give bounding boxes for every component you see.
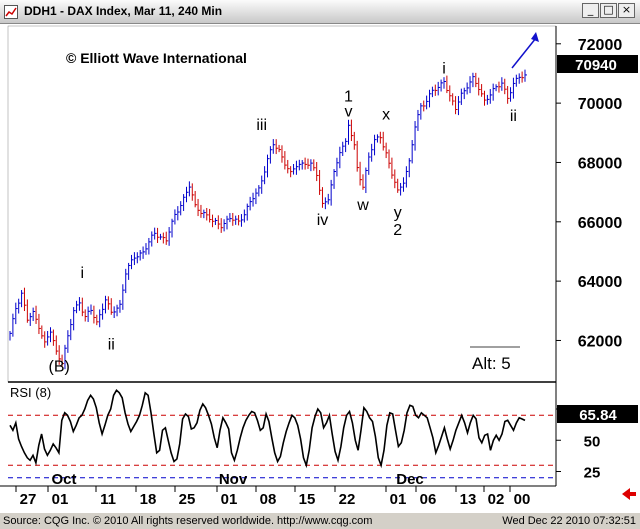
time-tick-label: 06 <box>420 491 437 508</box>
wave-label: 1 <box>344 89 353 106</box>
time-tick-label: 27 <box>20 491 37 508</box>
close-button[interactable]: × <box>618 3 635 18</box>
chart-area: 62000 64000 66000 68000 70000 72000 (B) i ii iii… <box>0 24 640 512</box>
price-axis: 62000 64000 66000 68000 70000 72000 <box>556 37 623 350</box>
price-tick-label: 68000 <box>578 155 623 172</box>
alt-label: Alt: 5 <box>472 354 511 373</box>
time-tick-label: 02 <box>488 491 505 508</box>
last-rsi-box <box>557 405 638 423</box>
price-tick-label: 70000 <box>578 96 623 113</box>
rsi-line <box>9 389 526 469</box>
projection-arrow <box>511 37 537 69</box>
price-series <box>9 69 527 370</box>
time-tick-label: 25 <box>179 491 196 508</box>
month-label: Nov <box>219 471 248 488</box>
price-tick-label: 64000 <box>578 274 623 291</box>
price-tick-label: 62000 <box>578 333 623 350</box>
status-timestamp: Wed Dec 22 2010 07:32:51 <box>502 515 636 527</box>
time-tick-label: 01 <box>390 491 407 508</box>
time-tick-label: 15 <box>299 491 316 508</box>
last-rsi-label: 65.84 <box>579 407 617 424</box>
wave-label: (B) <box>49 359 70 376</box>
wave-label: i <box>81 265 85 282</box>
wave-label: x <box>382 106 390 123</box>
status-bar: Source: CQG Inc. © 2010 All rights reser… <box>0 512 640 529</box>
maximize-button[interactable]: □ <box>600 3 617 18</box>
time-tick-label: 01 <box>221 491 238 508</box>
time-tick-label: 18 <box>140 491 157 508</box>
arrow-head-icon <box>531 32 539 42</box>
chart-icon <box>4 5 18 19</box>
time-tick-label: 01 <box>52 491 69 508</box>
month-label: Oct <box>51 471 76 488</box>
window-titlebar: DDH1 - DAX Index, Mar 11, 240 Min _ □ × <box>0 0 640 24</box>
minimize-button[interactable]: _ <box>582 3 599 18</box>
last-price-label: 70940 <box>575 57 617 74</box>
rsi-label: RSI (8) <box>10 385 51 400</box>
wave-label: y <box>394 204 402 221</box>
price-tick-label: 66000 <box>578 215 623 232</box>
wave-label: iii <box>256 117 267 134</box>
watermark: © Elliott Wave International <box>66 50 247 66</box>
status-source: Source: CQG Inc. © 2010 All rights reser… <box>3 515 373 527</box>
wave-label: w <box>356 197 369 214</box>
scroll-left-arrow-icon[interactable] <box>622 488 636 500</box>
last-price-box <box>557 55 638 73</box>
rsi-tick-label: 25 <box>584 465 601 482</box>
rsi-levels <box>8 414 556 479</box>
time-axis: 27 01 11 18 25 01 08 15 22 01 06 13 02 00 Oct Nov Dec <box>0 471 556 508</box>
wave-label: ii <box>510 108 517 125</box>
rsi-tick-label: 50 <box>584 433 601 450</box>
wave-label: v <box>345 103 353 120</box>
time-tick-label: 11 <box>100 491 116 508</box>
time-tick-label: 08 <box>260 491 277 508</box>
time-tick-label: 13 <box>460 491 477 508</box>
time-tick-label: 22 <box>339 491 356 508</box>
month-label: Dec <box>396 471 424 488</box>
rsi-panel: RSI (8) 255075 65.84 <box>8 385 638 482</box>
wave-label: i <box>442 60 446 77</box>
price-plot-frame <box>7 25 557 383</box>
window-title: DDH1 - DAX Index, Mar 11, 240 Min <box>24 4 223 18</box>
price-tick-label: 72000 <box>578 37 623 54</box>
wave-label: iv <box>317 212 329 229</box>
wave-label: 2 <box>393 222 402 239</box>
wave-label: ii <box>108 336 115 353</box>
time-tick-label: 00 <box>514 491 531 508</box>
